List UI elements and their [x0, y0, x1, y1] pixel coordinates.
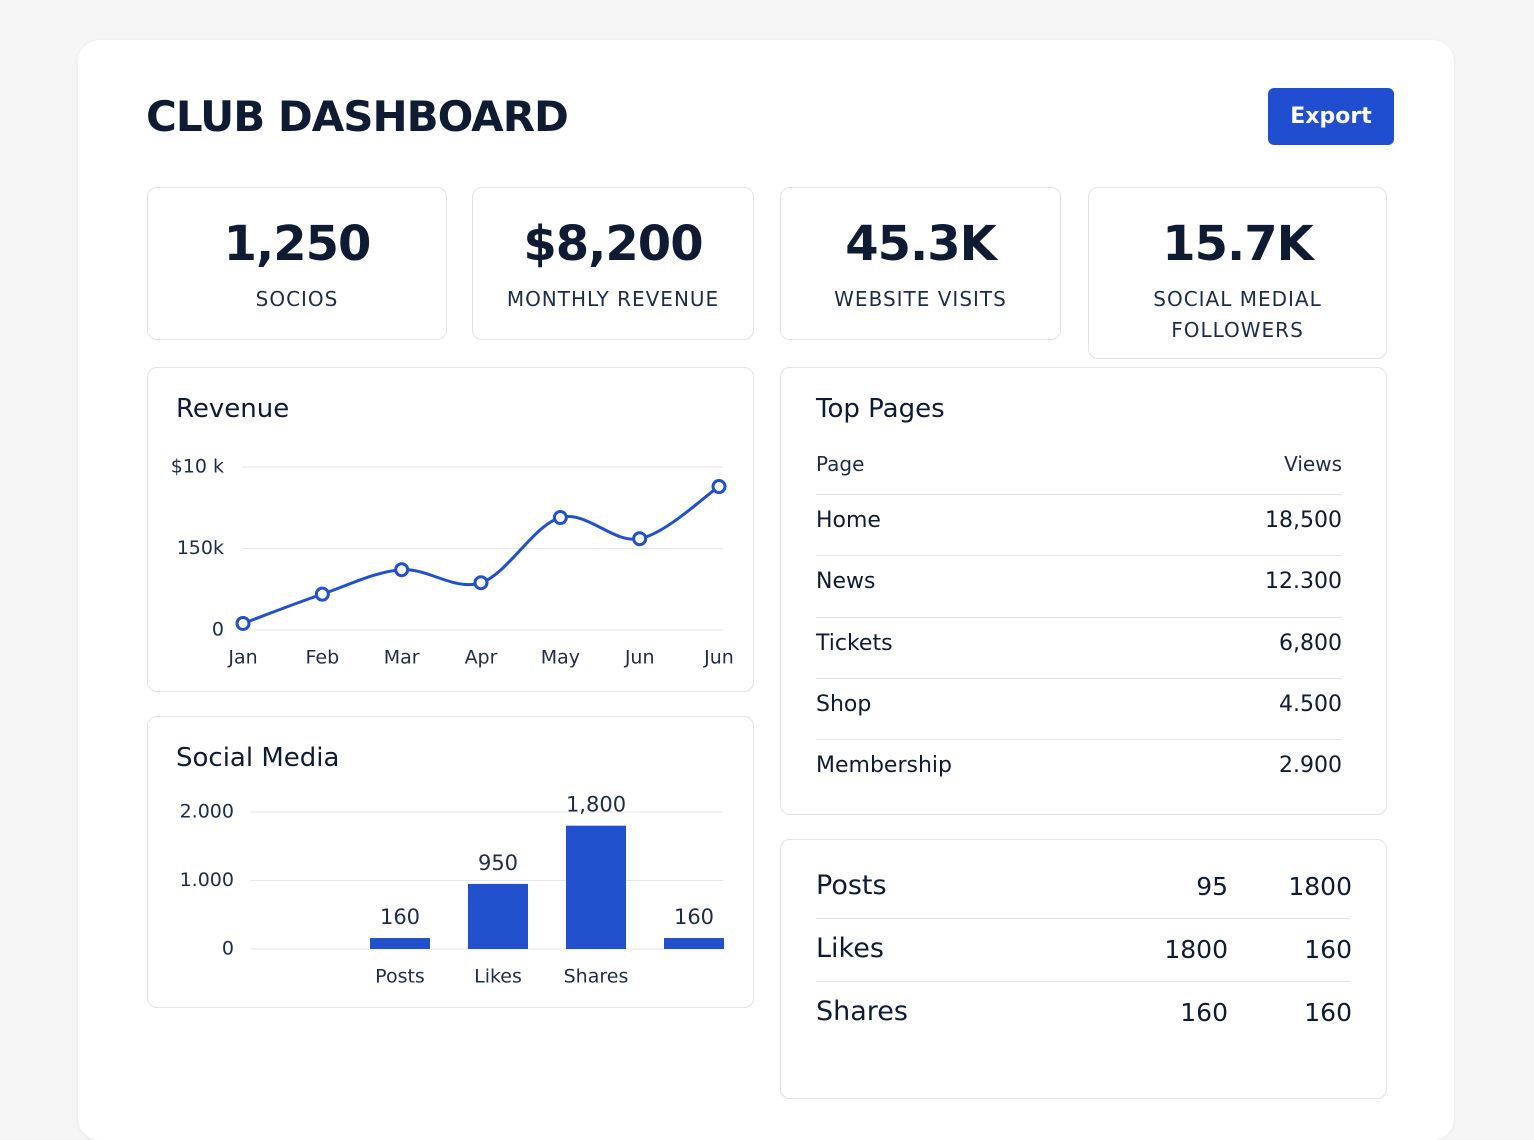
kpi-card: 1,250 SOCIOS [147, 187, 447, 340]
column-header: Page [816, 452, 865, 476]
separator [816, 494, 1342, 495]
bar [566, 825, 626, 949]
kpi-card: $8,200 MONTHLY REVENUE [472, 187, 754, 340]
cell: 1800 [1164, 935, 1228, 964]
y-tick-label: 0 [212, 619, 224, 641]
kpi-value: 15.7K [1162, 216, 1314, 272]
bar [370, 938, 430, 949]
x-tick-label: Apr [465, 647, 498, 669]
kpi-label: WEBSITE VISITS [834, 287, 1007, 311]
x-tick-label: Jun [703, 647, 734, 669]
top-pages-card: Top Pages Page Views Home 18,500 News 12.300 T… [780, 367, 1387, 815]
page-name: Membership [816, 753, 952, 779]
value-label: 1,800 [566, 793, 626, 817]
cell: 160 [1304, 935, 1352, 964]
social-chart: 0 1.000 2.000 Posts Likes Shares 160 950 1,800 16… [180, 793, 724, 988]
bar [468, 883, 528, 949]
value-label: 160 [380, 905, 420, 929]
page-title: CLUB DASHBOARD [146, 92, 569, 141]
cell: 95 [1196, 872, 1228, 901]
page-views: 4.500 [1279, 691, 1342, 717]
data-point [394, 562, 410, 578]
chart-title: Revenue [176, 394, 290, 424]
table-title: Top Pages [816, 394, 945, 424]
social-table-card: Posts 95 1800 Likes 1800 160 Shares 160 160 [780, 839, 1387, 1099]
row-label: Likes [816, 933, 884, 964]
value-label: 950 [478, 851, 518, 875]
revenue-line [242, 485, 720, 625]
x-tick-label: Posts [375, 966, 425, 988]
data-point [473, 575, 489, 591]
page-views: 18,500 [1265, 508, 1342, 533]
kpi-label: SOCIAL MEDIAL FOLLOWERS [1153, 287, 1322, 342]
x-tick-label: Feb [306, 647, 340, 669]
x-tick-label: Shares [564, 966, 629, 988]
x-tick-label: Likes [474, 966, 522, 988]
separator [816, 739, 1342, 741]
x-tick-label: May [541, 647, 580, 669]
separator [816, 616, 1342, 618]
row-label: Shares [816, 996, 908, 1027]
page-views: 2.900 [1279, 753, 1342, 779]
bar [664, 938, 724, 949]
separator [816, 677, 1342, 679]
cell: 160 [1180, 998, 1228, 1027]
y-tick-label: 1.000 [180, 869, 234, 891]
separator [816, 555, 1342, 557]
page-name: Home [816, 508, 881, 533]
page-views: 12.300 [1265, 569, 1342, 595]
x-tick-label: Mar [384, 647, 420, 669]
page: CLUB DASHBOARD Export 1,250 SOCIOS $8,200 M… [146, 88, 1394, 1099]
kpi-card: 45.3K WEBSITE VISITS [780, 187, 1061, 340]
data-point [314, 586, 330, 602]
data-point [552, 510, 568, 526]
row-label: Posts [816, 870, 887, 901]
page-name: Shop [816, 691, 872, 717]
kpi-value: 1,250 [223, 216, 372, 272]
kpi-card: 15.7K SOCIAL MEDIAL FOLLOWERS [1088, 187, 1387, 359]
y-tick-label: 0 [222, 938, 234, 960]
x-tick-label: Jan [227, 647, 257, 669]
kpi-value: $8,200 [523, 216, 703, 272]
page-views: 6,800 [1279, 630, 1342, 656]
cell: 160 [1304, 998, 1352, 1027]
separator [816, 918, 1350, 919]
data-point [632, 531, 648, 547]
kpi-value: 45.3K [845, 216, 997, 272]
y-tick-label: $10 k [171, 456, 224, 478]
kpi-label: SOCIOS [255, 287, 339, 311]
kpi-label: MONTHLY REVENUE [506, 287, 720, 311]
data-point [711, 479, 727, 495]
page-name: News [816, 569, 876, 595]
social-card: Social Media 0 1.000 2.000 Posts Likes Shares… [147, 716, 754, 1008]
column-header: Views [1284, 452, 1342, 476]
chart-title: Social Media [176, 743, 340, 773]
data-point [235, 615, 251, 631]
export-button[interactable]: Export [1268, 88, 1394, 145]
page-name: Tickets [816, 630, 893, 656]
revenue-chart: 0 150k $10 k Jan Feb Mar Apr May Jun Jun [171, 456, 734, 669]
y-tick-label: 2.000 [180, 801, 234, 823]
y-tick-label: 150k [177, 537, 224, 559]
x-tick-label: Jun [624, 647, 655, 669]
value-label: 160 [674, 905, 714, 929]
separator [816, 981, 1350, 982]
cell: 1800 [1288, 872, 1352, 901]
revenue-card: Revenue 0 150k $10 k Jan Feb Mar Apr May Jun Jun [147, 367, 754, 692]
